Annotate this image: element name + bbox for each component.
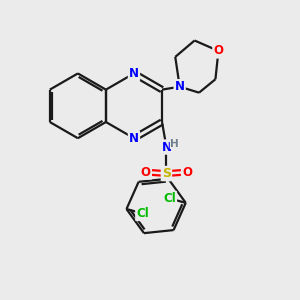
Text: N: N [161,141,171,154]
Text: O: O [141,166,151,178]
Text: N: N [175,80,185,93]
Text: Cl: Cl [163,192,176,205]
Text: O: O [213,44,224,57]
Text: S: S [162,167,171,180]
Text: H: H [170,139,179,148]
Text: N: N [129,67,139,80]
Text: Cl: Cl [136,207,149,220]
Text: N: N [129,132,139,145]
Text: O: O [182,166,192,178]
